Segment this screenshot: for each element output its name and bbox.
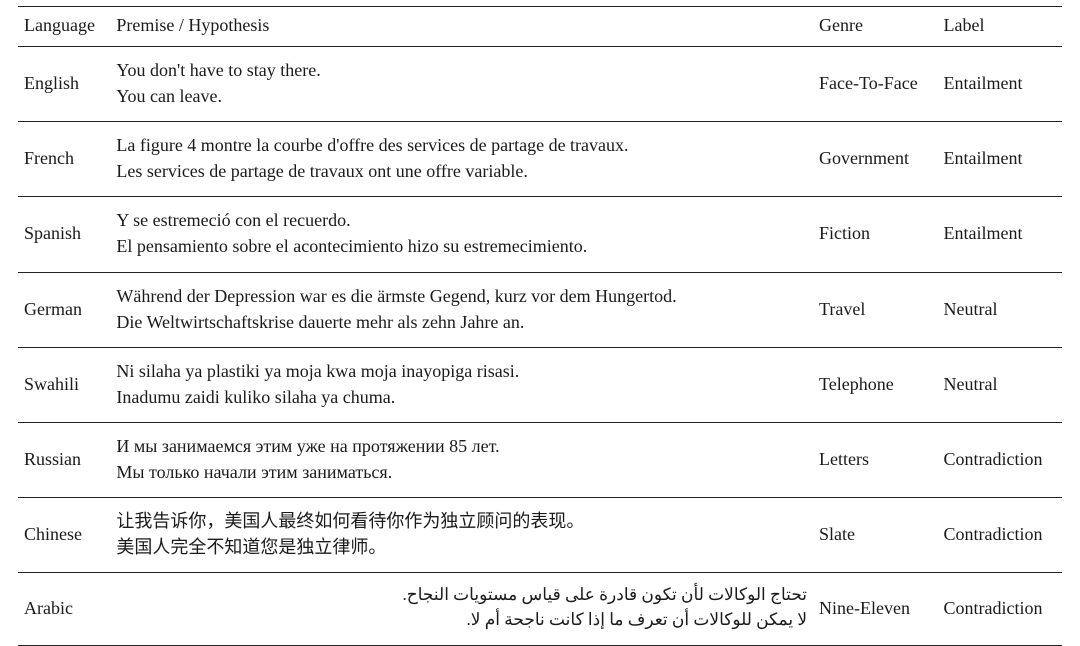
col-header-label: Label: [938, 7, 1063, 47]
nli-examples-table-figure: Language Premise / Hypothesis Genre Labe…: [0, 0, 1080, 588]
premise-text: И мы занимаемся этим уже на протяжении 8…: [116, 433, 807, 459]
table-row: Arabicتحتاج الوكالات لأن تكون قادرة على …: [18, 573, 1062, 645]
genre-cell: Travel: [813, 272, 937, 347]
language-cell: Arabic: [18, 573, 110, 645]
nli-examples-table: Language Premise / Hypothesis Genre Labe…: [18, 6, 1062, 646]
premise-text: Während der Depression war es die ärmste…: [116, 283, 807, 309]
hypothesis-text: Die Weltwirtschaftskrise dauerte mehr al…: [116, 309, 807, 335]
language-cell: German: [18, 272, 110, 347]
label-cell: Entailment: [938, 122, 1063, 197]
col-header-language: Language: [18, 7, 110, 47]
genre-cell: Slate: [813, 498, 937, 573]
table-row: FrenchLa figure 4 montre la courbe d'off…: [18, 122, 1062, 197]
language-cell: Chinese: [18, 498, 110, 573]
language-cell: Spanish: [18, 197, 110, 272]
genre-cell: Fiction: [813, 197, 937, 272]
premise-text: تحتاج الوكالات لأن تكون قادرة على قياس م…: [116, 583, 807, 608]
table-row: SpanishY se estremeció con el recuerdo.E…: [18, 197, 1062, 272]
genre-cell: Telephone: [813, 347, 937, 422]
table-row: GermanWährend der Depression war es die …: [18, 272, 1062, 347]
hypothesis-text: لا يمكن للوكالات أن تعرف ما إذا كانت ناج…: [116, 608, 807, 633]
hypothesis-text: Мы только начали этим заниматься.: [116, 459, 807, 485]
table-row: EnglishYou don't have to stay there.You …: [18, 47, 1062, 122]
col-header-premise-hypothesis: Premise / Hypothesis: [110, 7, 813, 47]
table-row: RussianИ мы занимаемся этим уже на протя…: [18, 422, 1062, 497]
hypothesis-text: Les services de partage de travaux ont u…: [116, 158, 807, 184]
language-cell: English: [18, 47, 110, 122]
premise-text: You don't have to stay there.: [116, 57, 807, 83]
col-header-genre: Genre: [813, 7, 937, 47]
premise-text: Y se estremeció con el recuerdo.: [116, 207, 807, 233]
label-cell: Neutral: [938, 347, 1063, 422]
premise-hypothesis-cell: تحتاج الوكالات لأن تكون قادرة على قياس م…: [110, 573, 813, 645]
premise-hypothesis-cell: Ni silaha ya plastiki ya moja kwa moja i…: [110, 347, 813, 422]
premise-hypothesis-cell: You don't have to stay there.You can lea…: [110, 47, 813, 122]
table-row: SwahiliNi silaha ya plastiki ya moja kwa…: [18, 347, 1062, 422]
premise-text: 让我告诉你，美国人最终如何看待你作为独立顾问的表现。: [116, 508, 807, 534]
premise-text: La figure 4 montre la courbe d'offre des…: [116, 132, 807, 158]
language-cell: Swahili: [18, 347, 110, 422]
hypothesis-text: 美国人完全不知道您是独立律师。: [116, 534, 807, 560]
premise-text: Ni silaha ya plastiki ya moja kwa moja i…: [116, 358, 807, 384]
genre-cell: Face-To-Face: [813, 47, 937, 122]
table-body: EnglishYou don't have to stay there.You …: [18, 47, 1062, 646]
genre-cell: Letters: [813, 422, 937, 497]
genre-cell: Government: [813, 122, 937, 197]
genre-cell: Nine-Eleven: [813, 573, 937, 645]
hypothesis-text: Inadumu zaidi kuliko silaha ya chuma.: [116, 384, 807, 410]
table-header-row: Language Premise / Hypothesis Genre Labe…: [18, 7, 1062, 47]
label-cell: Entailment: [938, 47, 1063, 122]
premise-hypothesis-cell: Während der Depression war es die ärmste…: [110, 272, 813, 347]
label-cell: Contradiction: [938, 498, 1063, 573]
hypothesis-text: You can leave.: [116, 83, 807, 109]
premise-hypothesis-cell: И мы занимаемся этим уже на протяжении 8…: [110, 422, 813, 497]
premise-hypothesis-cell: Y se estremeció con el recuerdo.El pensa…: [110, 197, 813, 272]
language-cell: French: [18, 122, 110, 197]
table-row: Chinese让我告诉你，美国人最终如何看待你作为独立顾问的表现。美国人完全不知…: [18, 498, 1062, 573]
label-cell: Entailment: [938, 197, 1063, 272]
premise-hypothesis-cell: 让我告诉你，美国人最终如何看待你作为独立顾问的表现。美国人完全不知道您是独立律师…: [110, 498, 813, 573]
premise-hypothesis-cell: La figure 4 montre la courbe d'offre des…: [110, 122, 813, 197]
label-cell: Contradiction: [938, 573, 1063, 645]
label-cell: Neutral: [938, 272, 1063, 347]
language-cell: Russian: [18, 422, 110, 497]
label-cell: Contradiction: [938, 422, 1063, 497]
hypothesis-text: El pensamiento sobre el acontecimiento h…: [116, 233, 807, 259]
